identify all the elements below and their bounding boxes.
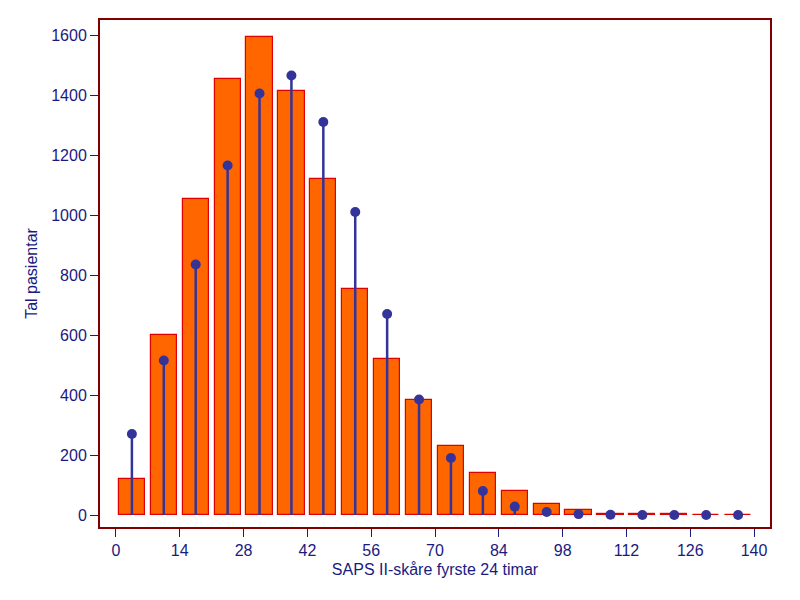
svg-text:SAPS II-skåre fyrste 24 timar: SAPS II-skåre fyrste 24 timar xyxy=(332,561,539,578)
svg-text:28: 28 xyxy=(235,542,253,559)
svg-text:98: 98 xyxy=(554,542,572,559)
svg-text:400: 400 xyxy=(60,387,87,404)
svg-text:1400: 1400 xyxy=(51,87,87,104)
svg-text:1600: 1600 xyxy=(51,27,87,44)
svg-text:0: 0 xyxy=(111,542,120,559)
svg-text:1200: 1200 xyxy=(51,147,87,164)
svg-text:56: 56 xyxy=(362,542,380,559)
svg-text:600: 600 xyxy=(60,327,87,344)
svg-text:800: 800 xyxy=(60,267,87,284)
svg-text:42: 42 xyxy=(298,542,316,559)
svg-text:0: 0 xyxy=(78,507,87,524)
svg-text:1000: 1000 xyxy=(51,207,87,224)
svg-text:126: 126 xyxy=(677,542,704,559)
svg-text:Tal pasientar: Tal pasientar xyxy=(23,227,40,318)
svg-text:70: 70 xyxy=(426,542,444,559)
svg-text:14: 14 xyxy=(171,542,189,559)
svg-text:112: 112 xyxy=(614,542,640,559)
svg-text:200: 200 xyxy=(60,447,87,464)
svg-text:84: 84 xyxy=(490,542,508,559)
svg-text:140: 140 xyxy=(741,542,768,559)
